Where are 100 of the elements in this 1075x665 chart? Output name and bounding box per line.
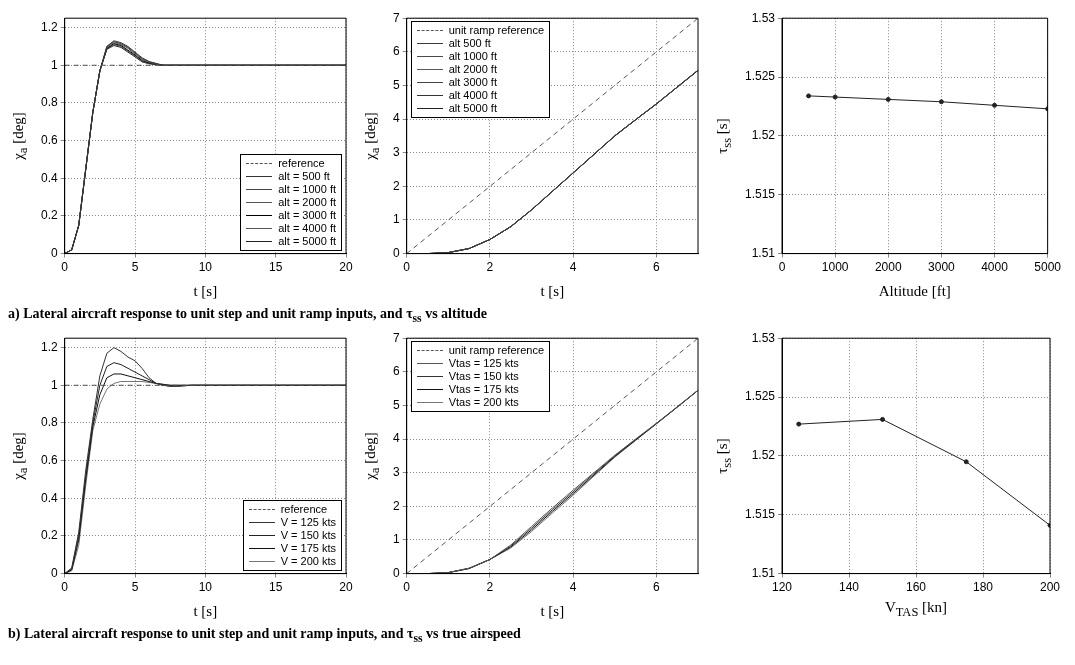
x-tick-label: 20 (339, 260, 353, 275)
y-tick-label: 0 (392, 565, 400, 580)
legend-label: Vtas = 175 kts (448, 383, 519, 397)
legend-label: alt 4000 ft (448, 89, 497, 103)
y-tick-label: 0.4 (40, 170, 58, 185)
y-tick-label: 1.2 (40, 19, 58, 34)
x-tick-label: 5 (131, 260, 139, 275)
y-tick-label: 3 (392, 465, 400, 480)
y-tick-label: 2 (392, 178, 400, 193)
x-tick-label: 2 (486, 580, 494, 595)
y-tick-label: 1 (50, 377, 58, 392)
x-tick-label: 10 (198, 260, 213, 275)
x-axis-title: V$_{TAS}$ [kn] (884, 599, 948, 620)
x-tick-label: 1000 (821, 260, 849, 275)
x-tick-label: 4 (569, 260, 577, 275)
y-tick-label: 1.52 (751, 448, 776, 463)
x-tick-label: 3000 (928, 260, 956, 275)
y-tick-label: 1 (50, 57, 58, 72)
x-axis-title: t [s] (540, 283, 565, 300)
y-tick-label: 0 (50, 245, 58, 260)
legend-label: V = 175 kts (280, 541, 336, 555)
legend-label: alt = 1000 ft (278, 182, 336, 196)
y-tick-label: 0.6 (40, 132, 58, 147)
y-tick-label: 1 (392, 212, 400, 227)
legend-label: alt 5000 ft (448, 102, 497, 116)
legend-label: alt = 4000 ft (278, 221, 336, 235)
x-tick-label: 4 (569, 580, 577, 595)
x-tick-label: 20 (339, 580, 353, 595)
x-tick-label: 5000 (1034, 260, 1062, 275)
y-tick-label: 1.525 (745, 389, 776, 404)
y-tick-label: 0.8 (40, 95, 58, 110)
y-tick-label: 0.2 (40, 208, 58, 223)
y-tick-label: 0.4 (40, 490, 58, 505)
y-tick-label: 1.52 (751, 128, 776, 143)
x-tick-label: 4000 (981, 260, 1009, 275)
y-tick-label: 6 (392, 364, 400, 379)
x-tick-label: 120 (772, 580, 793, 595)
y-tick-label: 5 (392, 397, 400, 412)
y-tick-label: 4 (392, 431, 400, 446)
legend-label: alt 1000 ft (448, 50, 497, 64)
y-tick-label: 0 (50, 565, 58, 580)
legend-label: V = 150 kts (280, 528, 336, 542)
legend-label: V = 125 kts (280, 515, 336, 529)
x-tick-label: 15 (268, 580, 283, 595)
x-tick-label: 0 (61, 260, 69, 275)
text: b) Lateral aircraft response to unit step and unit ramp inputs, and τ$_{ss}$ vs true airspeed (8, 626, 522, 645)
y-tick-label: 6 (392, 44, 400, 59)
legend-label: alt = 5000 ft (278, 234, 336, 248)
y-tick-label: 0.2 (40, 528, 58, 543)
x-tick-label: 10 (198, 580, 213, 595)
y-tick-label: 3 (392, 145, 400, 160)
y-tick-label: 1.51 (751, 565, 776, 580)
legend-label: alt 3000 ft (448, 76, 497, 90)
x-axis-title: t [s] (540, 603, 565, 620)
legend-label: Vtas = 125 kts (448, 357, 519, 371)
legend-label: alt 2000 ft (448, 63, 497, 77)
legend-label: reference (278, 156, 325, 170)
y-tick-label: 1.515 (745, 507, 776, 522)
y-tick-label: 4 (392, 111, 400, 126)
x-tick-label: 0 (403, 580, 411, 595)
x-tick-label: 160 (906, 580, 927, 595)
y-tick-label: 0.6 (40, 452, 58, 467)
x-axis-title: t [s] (193, 283, 218, 300)
y-tick-label: 7 (392, 10, 400, 25)
legend-label: reference (280, 502, 328, 516)
y-tick-label: 1.53 (751, 10, 776, 25)
x-tick-label: 2 (486, 260, 494, 275)
x-tick-label: 180 (972, 580, 994, 595)
text: a) Lateral aircraft response to unit step and unit ramp inputs, and τ$_{ss}$ vs altitude (8, 306, 488, 325)
y-tick-label: 1.53 (751, 330, 776, 345)
legend-label: unit ramp reference (448, 24, 545, 38)
x-tick-label: 0 (61, 580, 69, 595)
legend-label: unit ramp reference (448, 344, 545, 358)
x-axis-title: t [s] (193, 603, 218, 620)
legend-label: Vtas = 200 kts (448, 396, 519, 410)
y-tick-label: 5 (392, 77, 400, 92)
y-tick-label: 0 (392, 245, 400, 260)
y-tick-label: 1 (392, 532, 400, 547)
y-tick-label: 0.8 (40, 415, 58, 430)
legend-label: V = 200 kts (280, 554, 336, 568)
legend-label: alt = 3000 ft (278, 208, 336, 222)
legend-label: alt 500 ft (448, 37, 491, 51)
x-tick-label: 5 (131, 580, 139, 595)
x-axis-title: Altitude [ft] (878, 283, 951, 300)
legend-label: alt = 2000 ft (278, 195, 336, 209)
y-tick-label: 1.2 (40, 339, 58, 354)
y-tick-label: 1.51 (751, 245, 776, 260)
x-tick-label: 2000 (874, 260, 902, 275)
y-tick-label: 1.525 (745, 69, 776, 84)
x-tick-label: 0 (778, 260, 786, 275)
x-tick-label: 6 (653, 260, 661, 275)
x-tick-label: 0 (403, 260, 411, 275)
y-tick-label: 2 (392, 498, 400, 513)
y-tick-label: 1.515 (745, 187, 776, 202)
legend-label: alt = 500 ft (278, 169, 330, 183)
x-tick-label: 6 (653, 580, 661, 595)
x-tick-label: 200 (1039, 580, 1061, 595)
x-tick-label: 15 (268, 260, 283, 275)
x-tick-label: 140 (839, 580, 860, 595)
legend-label: Vtas = 150 kts (448, 370, 519, 384)
